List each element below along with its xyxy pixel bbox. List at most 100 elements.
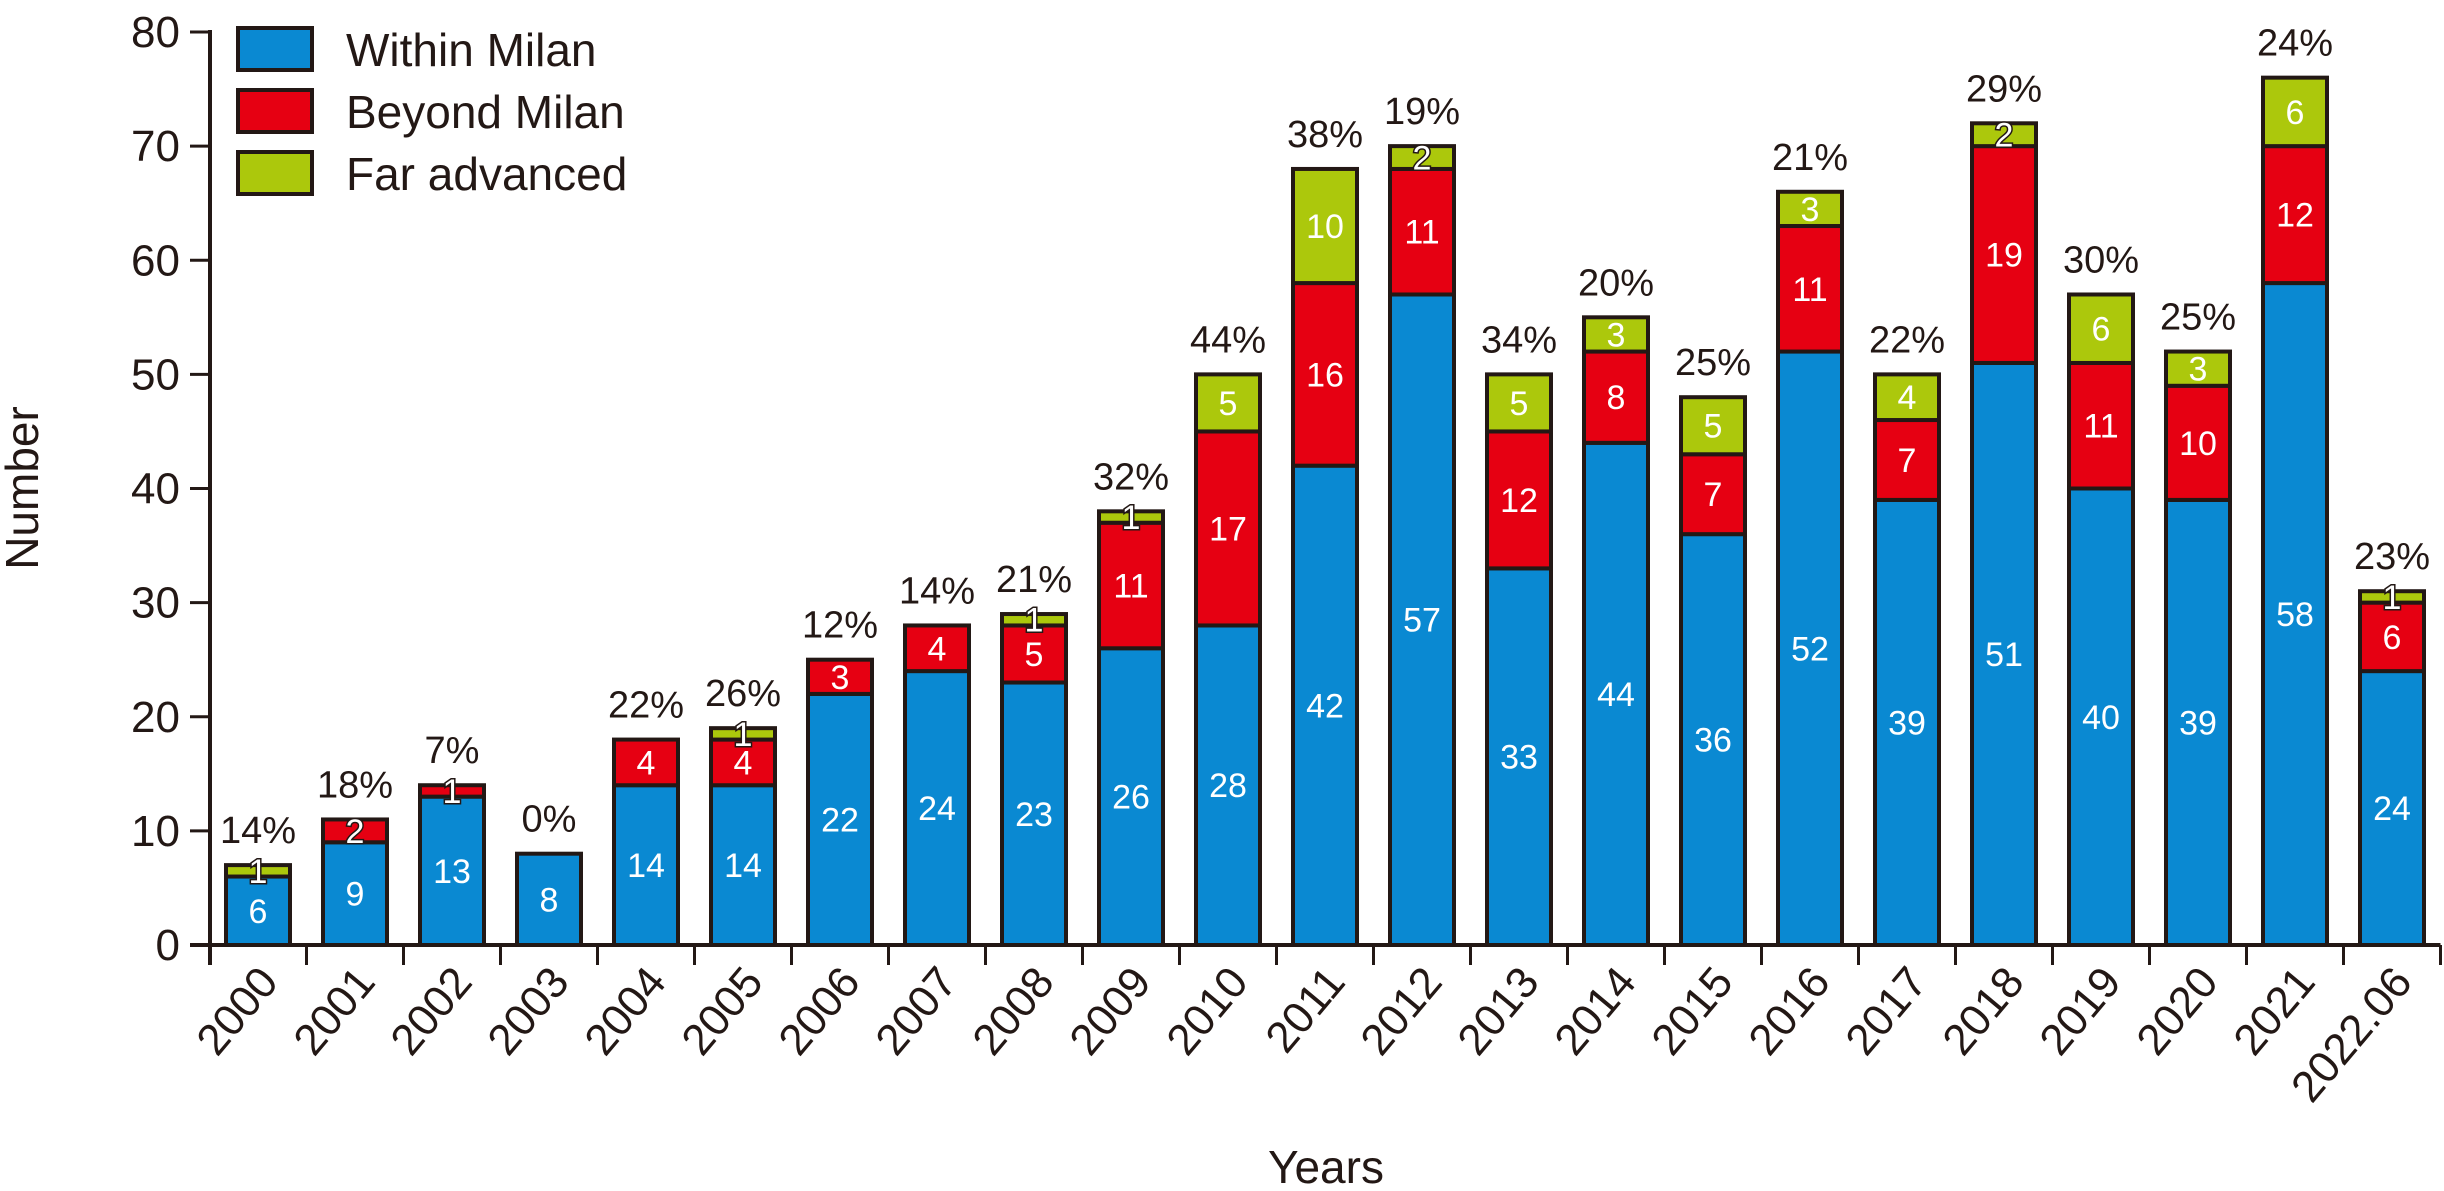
- legend-label: Far advanced: [346, 148, 627, 200]
- y-tick-label: 0: [156, 921, 180, 970]
- segment-value-label: 3: [2189, 351, 2208, 389]
- percent-annotation: 23%: [2354, 536, 2430, 578]
- x-axis-title: Years: [1268, 1141, 1384, 1191]
- bar-segment-beyond-milan: [1000, 623, 1068, 685]
- segment-value-label: 19: [1985, 237, 2023, 275]
- bar-segment-far-advanced: [224, 863, 292, 879]
- bar-segment-beyond-milan: [612, 737, 680, 788]
- percent-annotation: 24%: [2257, 23, 2333, 65]
- percent-annotation: 7%: [425, 730, 480, 772]
- segment-value-label: 4: [928, 630, 947, 668]
- segment-value-label: 8: [1607, 379, 1626, 417]
- bar-segment-beyond-milan: [1873, 418, 1941, 502]
- segment-value-label: 9: [346, 876, 365, 914]
- bar-segment-beyond-milan: [2261, 144, 2329, 286]
- segment-value-label: 10: [2179, 425, 2217, 463]
- bar-segment-far-advanced: [2261, 75, 2329, 149]
- segment-value-label: 26: [1112, 779, 1150, 817]
- legend-swatch-within-milan: [236, 26, 314, 72]
- segment-value-label: 6: [2383, 619, 2402, 657]
- bar-segment-far-advanced: [1582, 315, 1650, 354]
- segment-value-label: 28: [1209, 767, 1247, 805]
- x-tick-label: 2020: [2127, 958, 2227, 1064]
- bar-segment-within-milan: [1679, 532, 1747, 948]
- bar-segment-within-milan: [1873, 497, 1941, 947]
- segment-value-label: 11: [1113, 568, 1148, 606]
- segment-value-label: 40: [2082, 699, 2120, 737]
- bar-segment-beyond-milan: [1679, 452, 1747, 537]
- segment-value-label: 6: [2092, 311, 2111, 349]
- segment-value-label: 5: [1025, 636, 1044, 674]
- bar-segment-beyond-milan: [2164, 383, 2232, 502]
- segment-value-label: 2: [1995, 117, 2014, 155]
- y-tick-label: 50: [131, 350, 180, 399]
- x-tick-label: 2019: [2030, 958, 2130, 1064]
- bar-segment-beyond-milan: [2067, 360, 2135, 491]
- segment-value-label: 1: [1122, 499, 1141, 537]
- x-tick-label: 2012: [1351, 958, 1451, 1064]
- bar-segment-beyond-milan: [1776, 224, 1844, 354]
- bar-segment-far-advanced: [1194, 372, 1262, 434]
- y-tick-label: 10: [131, 807, 180, 856]
- segment-value-label: 11: [1792, 271, 1827, 309]
- legend-label: Beyond Milan: [346, 86, 625, 138]
- bar-segment-beyond-milan: [709, 737, 777, 788]
- legend-label: Within Milan: [346, 24, 597, 76]
- segment-value-label: 4: [734, 744, 753, 782]
- y-tick-label: 30: [131, 579, 180, 628]
- segment-value-label: 6: [249, 893, 268, 931]
- bar-segment-within-milan: [418, 794, 486, 948]
- segment-value-label: 8: [540, 881, 559, 919]
- percent-annotation: 0%: [522, 799, 577, 841]
- segment-value-label: 5: [1704, 408, 1723, 446]
- segment-value-label: 24: [918, 790, 956, 828]
- segment-value-label: 1: [443, 773, 462, 811]
- percent-annotation: 29%: [1966, 68, 2042, 110]
- bar-segment-far-advanced: [709, 726, 777, 742]
- segment-value-label: 16: [1306, 356, 1344, 394]
- percent-annotation: 12%: [802, 605, 878, 647]
- x-tick-label: 2006: [769, 958, 869, 1064]
- bar-segment-within-milan: [2358, 669, 2426, 947]
- x-tick-label: 2007: [866, 958, 966, 1064]
- bar-segment-within-milan: [1776, 349, 1844, 947]
- segment-value-label: 51: [1985, 636, 2023, 674]
- segment-value-label: 11: [2083, 408, 2118, 446]
- segment-value-label: 12: [1500, 482, 1538, 520]
- x-tick-label: 2011: [1256, 958, 1354, 1062]
- x-tick-label: 2005: [672, 958, 772, 1064]
- bar-segment-far-advanced: [1970, 121, 2038, 149]
- bar-segment-far-advanced: [1291, 166, 1359, 286]
- bar-segment-beyond-milan: [321, 817, 389, 845]
- segment-value-label: 13: [433, 853, 471, 891]
- segment-value-label: 57: [1403, 602, 1441, 640]
- segment-value-label: 52: [1791, 630, 1829, 668]
- y-tick-label: 80: [131, 8, 180, 57]
- percent-annotation: 34%: [1481, 319, 1557, 361]
- segment-value-label: 6: [2286, 94, 2305, 132]
- segment-value-label: 33: [1500, 739, 1538, 777]
- y-tick-label: 60: [131, 236, 180, 285]
- x-tick-label: 2008: [963, 958, 1063, 1064]
- x-tick-label: 2015: [1642, 958, 1742, 1064]
- segment-value-label: 10: [1306, 208, 1344, 246]
- x-tick-label: 2013: [1448, 958, 1548, 1064]
- x-tick-label: 2001: [284, 958, 384, 1064]
- x-tick-label: 2003: [478, 958, 578, 1064]
- segment-value-label: 5: [1510, 385, 1529, 423]
- segment-value-label: 5: [1219, 385, 1238, 423]
- bar-segment-beyond-milan: [1291, 281, 1359, 468]
- x-tick-label: 2014: [1545, 958, 1645, 1064]
- x-tick-label: 2002: [381, 958, 481, 1064]
- x-tick-label: 2017: [1836, 958, 1936, 1064]
- percent-annotation: 26%: [705, 673, 781, 715]
- percent-annotation: 25%: [2160, 297, 2236, 339]
- percent-annotation: 21%: [1772, 137, 1848, 179]
- segment-value-label: 36: [1694, 722, 1732, 760]
- bar-segment-beyond-milan: [806, 657, 874, 696]
- bar-segment-far-advanced: [1000, 612, 1068, 628]
- segment-value-label: 2: [1413, 140, 1432, 178]
- y-tick-label: 40: [131, 465, 180, 514]
- segment-value-label: 7: [1898, 442, 1917, 480]
